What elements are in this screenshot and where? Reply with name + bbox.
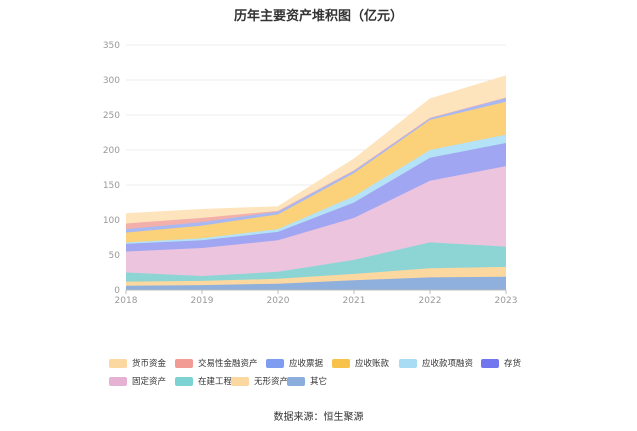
legend-label-inventory: 存货 [504,359,522,369]
area-series-9 [126,75,506,224]
x-tick-label-2018: 2018 [115,296,138,306]
legend-item-inventory[interactable]: 存货 [481,357,521,369]
legend-swatch-trading-assets [175,358,193,368]
x-tick-label-2020: 2020 [267,296,290,306]
legend-swatch-notes-receivable [266,358,284,368]
area-series-line-9 [125,75,507,215]
chart-title: 历年主要资产堆积图（亿元） [233,9,403,24]
area-series-2 [126,242,506,282]
data-source-note: 数据来源：恒生聚源 [273,412,364,423]
legend-item-trading-assets[interactable]: 交易性金融资产 [175,357,266,369]
y-tick-label-250: 250 [103,111,120,121]
area-series-0 [126,276,506,290]
legend-swatch-other [287,376,305,386]
legend-label-notes-receivable: 应收票据 [289,359,324,369]
legend-item-cash[interactable]: 货币资金 [109,357,175,369]
legend-swatch-cash [109,358,127,368]
y-tick-label-200: 200 [103,146,120,156]
legend-label-trading-assets: 交易性金融资产 [198,359,258,369]
legend: 货币资金 交易性金融资产 应收票据 应收账款 应收款项融资 存货 固定资产 [109,354,549,390]
legend-label-other: 其它 [310,377,328,387]
area-series-6 [126,101,506,243]
legend-item-receivables-financing[interactable]: 应收款项融资 [399,357,481,369]
area-series-4 [126,143,506,252]
x-tick-label-2023: 2023 [495,296,518,306]
area-series-1 [126,266,506,286]
y-tick-label-50: 50 [109,251,121,261]
legend-item-intangible[interactable]: 无形资产 [231,375,289,387]
legend-item-fixed-assets[interactable]: 固定资产 [109,375,175,387]
y-tick-label-100: 100 [103,216,120,226]
legend-row-1: 货币资金 交易性金融资产 应收票据 应收账款 应收款项融资 存货 [109,354,549,372]
y-tick-label-0: 0 [114,286,120,296]
legend-label-receivables-financing: 应收款项融资 [422,359,474,369]
y-tick-label-350: 350 [103,41,120,51]
legend-item-accounts-receivable[interactable]: 应收账款 [332,357,399,369]
legend-swatch-construction [175,376,193,386]
area-series-3 [126,166,506,276]
y-tick-label-150: 150 [103,181,120,191]
legend-swatch-intangible [231,376,249,386]
x-tick-label-2021: 2021 [343,296,366,306]
legend-label-cash: 货币资金 [132,359,167,369]
legend-label-fixed-assets: 固定资产 [132,377,167,387]
legend-label-intangible: 无形资产 [254,377,289,387]
legend-label-construction: 在建工程 [198,377,233,387]
legend-item-construction[interactable]: 在建工程 [175,375,233,387]
legend-item-other[interactable]: 其它 [287,375,327,387]
legend-label-accounts-receivable: 应收账款 [355,359,390,369]
legend-swatch-accounts-receivable [332,358,350,368]
x-tick-label-2022: 2022 [419,296,442,306]
area-series-group [125,75,507,290]
legend-swatch-receivables-financing [399,358,417,368]
legend-swatch-inventory [481,358,499,368]
axes: 0 50 100 150 200 250 300 350 2018 2019 2020 2021 202… [103,41,518,306]
legend-row-2: 固定资产 在建工程 无形资产 其它 [109,372,549,390]
legend-swatch-fixed-assets [109,376,127,386]
y-tick-label-300: 300 [103,76,120,86]
x-tick-label-2019: 2019 [191,296,214,306]
legend-item-notes-receivable[interactable]: 应收票据 [266,357,332,369]
